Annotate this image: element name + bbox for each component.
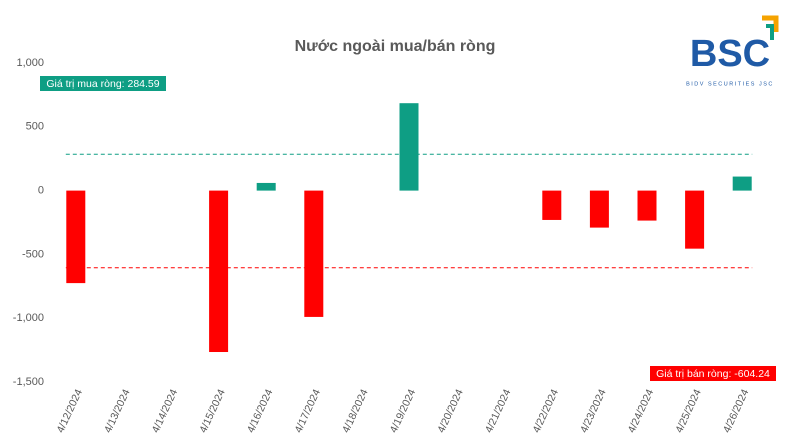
bar bbox=[685, 190, 705, 249]
bar bbox=[542, 190, 562, 220]
reference-label-text: Giá trị bán ròng: -604.24 bbox=[656, 368, 770, 380]
x-tick-label: 4/17/2024 bbox=[292, 387, 323, 435]
logo-mark bbox=[766, 24, 774, 40]
x-tick-label: 4/24/2024 bbox=[626, 387, 657, 435]
bar bbox=[637, 190, 657, 221]
x-tick-label: 4/20/2024 bbox=[435, 387, 466, 435]
x-tick-label: 4/15/2024 bbox=[197, 387, 228, 435]
x-tick-label: 4/14/2024 bbox=[150, 387, 181, 435]
bar bbox=[732, 176, 752, 191]
x-tick-label: 4/21/2024 bbox=[483, 387, 514, 435]
chart-title: Nước ngoài mua/bán ròng bbox=[295, 38, 496, 55]
label-box bbox=[40, 76, 166, 91]
x-tick-label: 4/25/2024 bbox=[673, 387, 704, 435]
logo-subtext: BIDV SECURITIES JSC bbox=[686, 81, 774, 87]
x-tick-label: 4/16/2024 bbox=[245, 387, 276, 435]
bar bbox=[304, 190, 324, 317]
x-tick-label: 4/18/2024 bbox=[340, 387, 371, 435]
y-tick-label: 1,000 bbox=[16, 57, 44, 69]
reference-label-text: Giá trị mua ròng: 284.59 bbox=[46, 78, 159, 90]
logo: BSC BIDV SECURITIES JSC bbox=[686, 15, 779, 87]
x-tick-label: 4/12/2024 bbox=[54, 387, 85, 435]
y-tick-label: 0 bbox=[38, 185, 44, 197]
x-tick-label: 4/19/2024 bbox=[388, 387, 419, 435]
bar bbox=[256, 182, 276, 191]
bar bbox=[209, 190, 229, 353]
y-tick-label: -1,000 bbox=[13, 312, 44, 324]
bar bbox=[399, 103, 419, 191]
label-box bbox=[650, 366, 776, 381]
bar bbox=[66, 190, 86, 284]
bar bbox=[589, 190, 609, 228]
x-tick-label: 4/26/2024 bbox=[721, 387, 752, 435]
x-tick-label: 4/13/2024 bbox=[102, 387, 133, 435]
x-tick-label: 4/23/2024 bbox=[578, 387, 609, 435]
y-tick-label: -1,500 bbox=[13, 376, 44, 388]
logo-mark bbox=[762, 15, 779, 32]
logo-text: BSC bbox=[690, 33, 770, 75]
x-tick-label: 4/22/2024 bbox=[530, 387, 561, 435]
reference-label: Giá trị mua ròng: 284.59 bbox=[40, 76, 166, 91]
reference-label: Giá trị bán ròng: -604.24 bbox=[650, 366, 776, 381]
y-tick-label: 500 bbox=[26, 121, 44, 133]
y-tick-label: -500 bbox=[22, 248, 44, 260]
